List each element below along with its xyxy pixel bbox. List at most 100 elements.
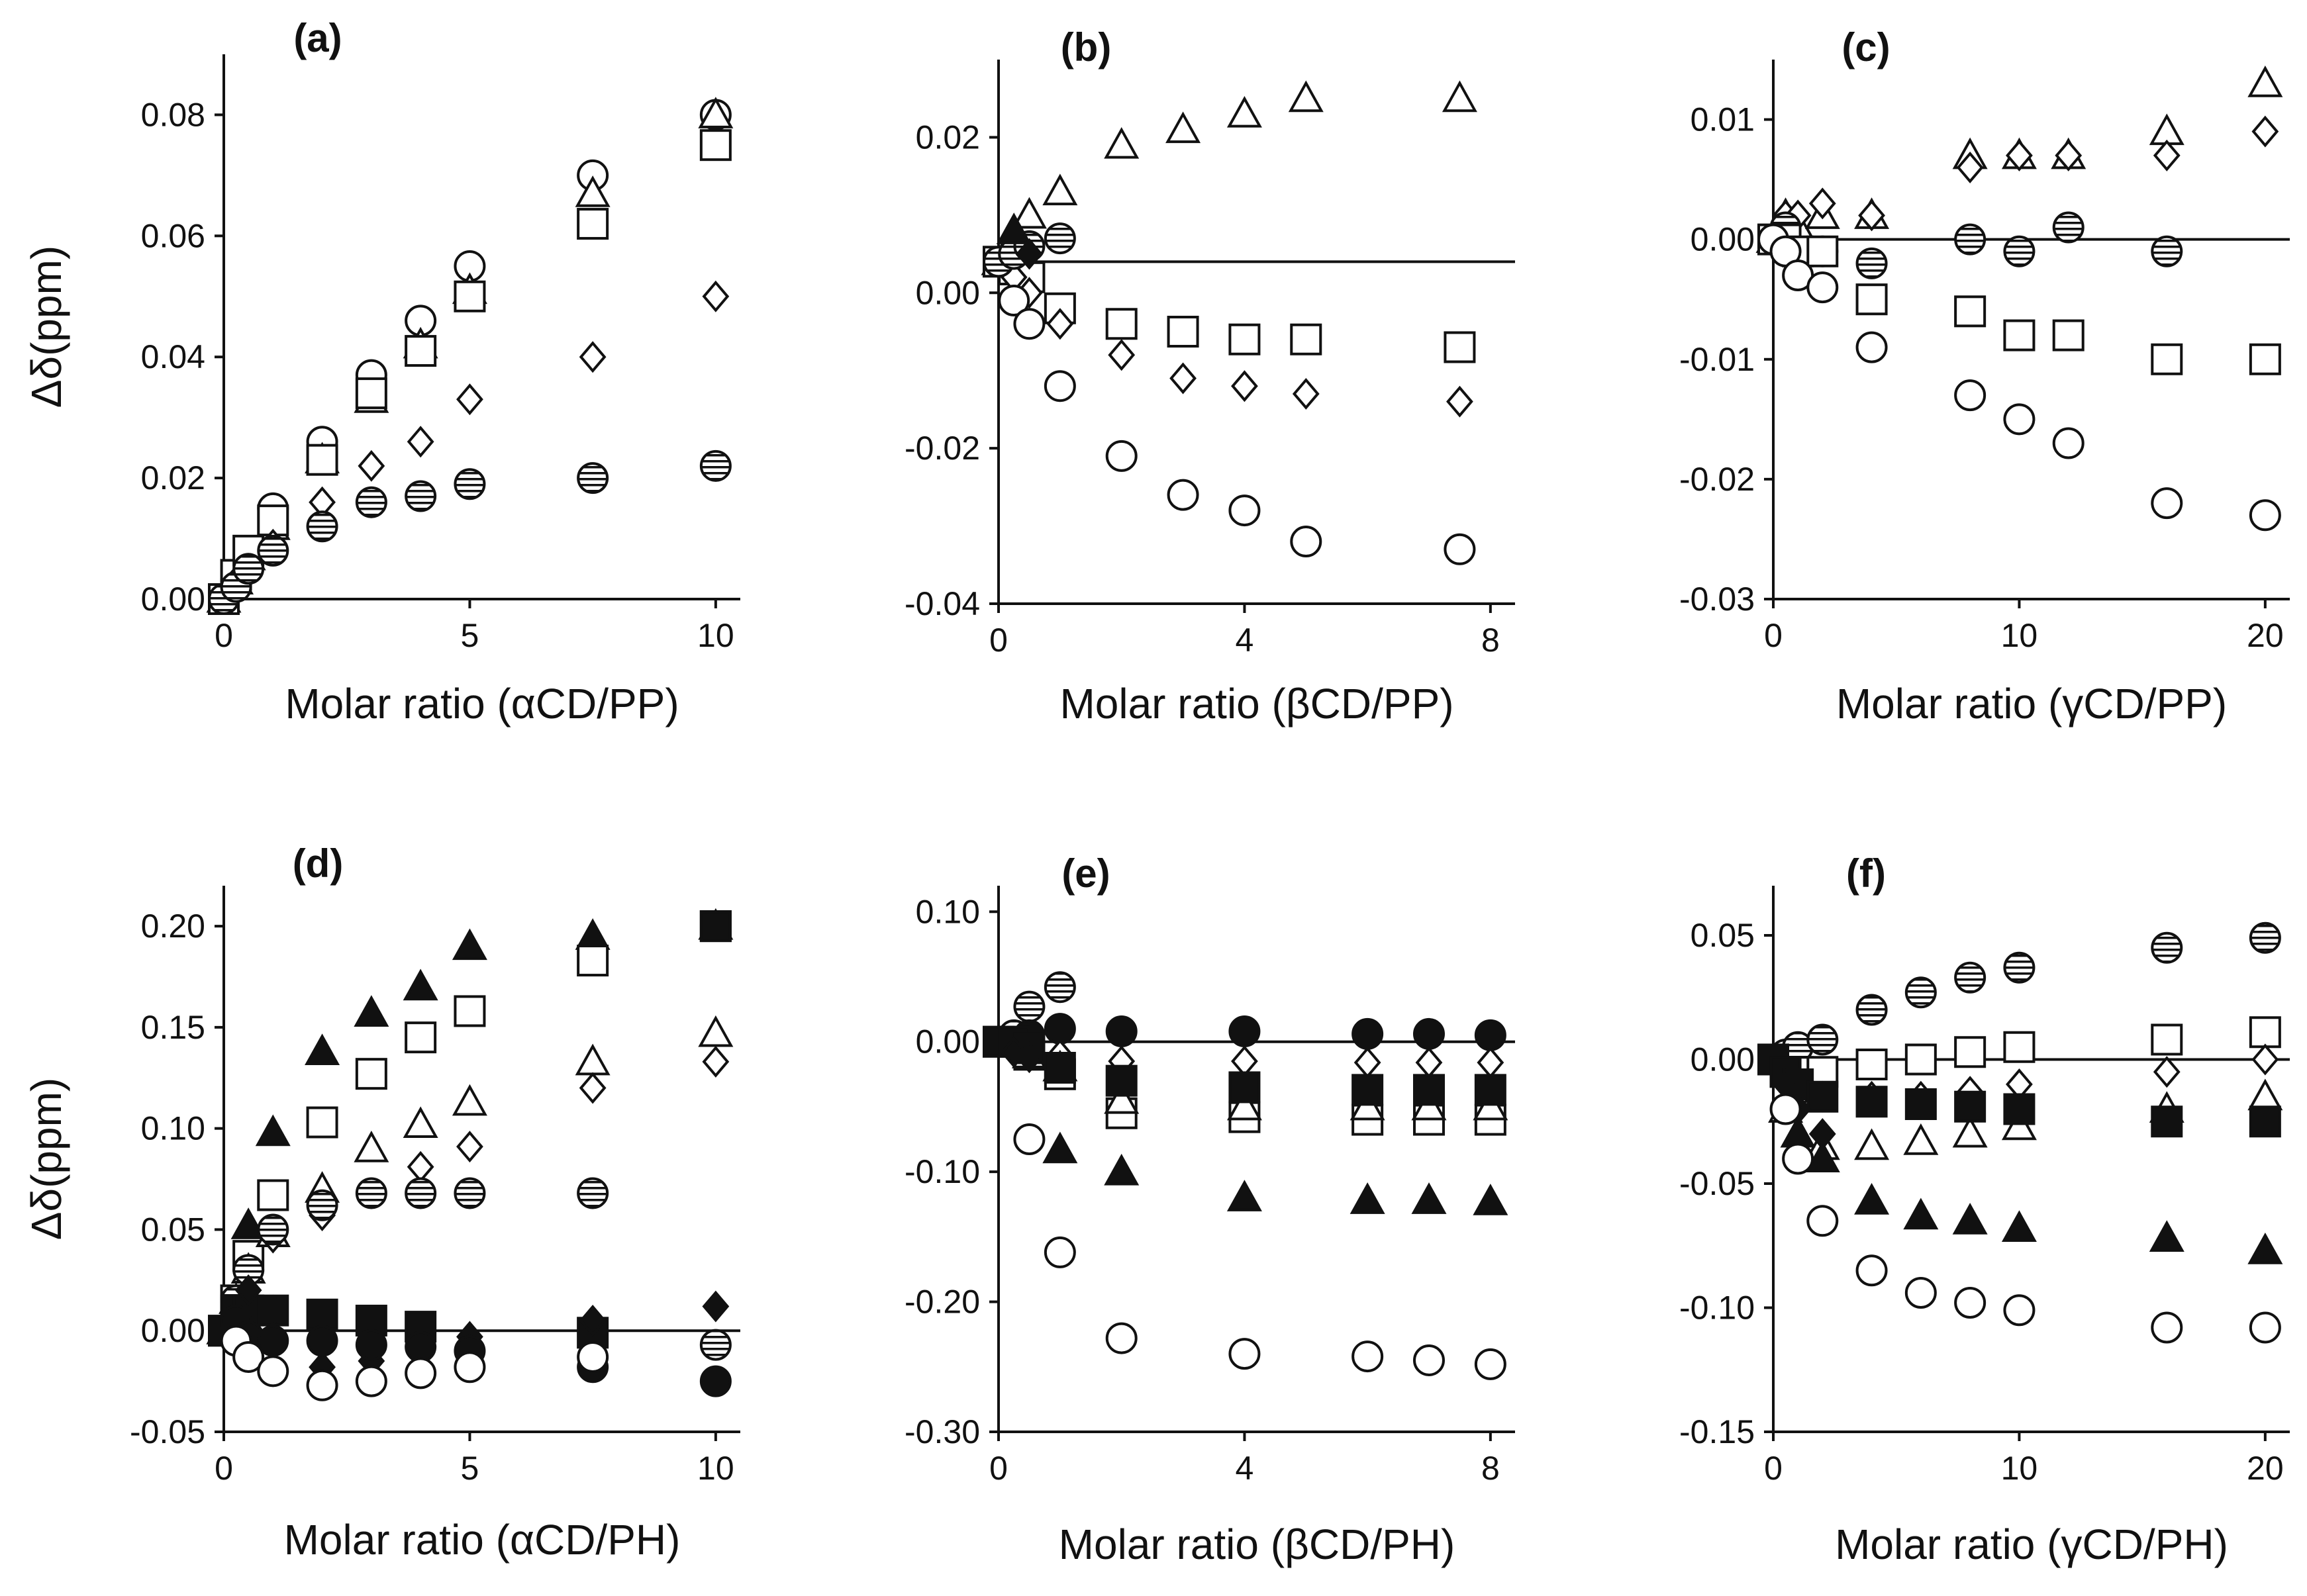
data-point [577,1177,609,1209]
data-point [699,910,732,943]
data-point [1954,379,1987,412]
data-point [454,1177,486,1209]
data-point [306,444,338,476]
series-square-filled [208,910,732,1349]
data-point [1954,1287,1987,1319]
data-point [1413,1344,1445,1376]
data-point [405,1021,437,1054]
data-point [1228,494,1261,527]
data-point [358,449,385,482]
x-tick-label: 0 [989,1450,1008,1487]
data-point [1444,331,1476,363]
data-point [2003,235,2036,267]
data-point [306,510,338,543]
data-point [407,1150,434,1183]
data-point [1044,222,1076,255]
y-tick-label: 0.20 [141,908,205,945]
series-circle-striped [1757,921,2281,1076]
series-circle-open [220,1325,609,1401]
data-point [1351,1017,1384,1050]
data-point [702,1045,730,1078]
data-point [1042,1131,1078,1164]
x-tick-label: 0 [1764,617,1783,654]
data-point [1046,308,1074,340]
data-point [1903,1123,1939,1155]
data-point [1013,308,1046,340]
panel-title: (b) [1061,25,1112,70]
data-point [2001,1210,2037,1242]
data-point [1904,976,1937,1009]
panel-title: (d) [293,841,344,886]
data-point [2149,1220,2184,1252]
data-point [2249,499,2281,532]
y-tick-label: 0.10 [141,1110,205,1147]
series-diamond-filled [1016,238,1043,270]
data-point [1353,1047,1381,1079]
data-point [257,1355,289,1387]
data-point [1858,199,1885,232]
data-point [575,175,611,207]
data-point [1477,1047,1504,1079]
x-tick-label: 4 [1236,1450,1254,1487]
x-tick-label: 0 [1764,1450,1783,1487]
data-point [698,1015,734,1047]
data-point [2249,1105,2281,1138]
data-point [456,383,483,416]
y-tick-label: -0.20 [905,1284,980,1321]
data-point [232,553,265,585]
data-point [354,1131,389,1162]
data-point [2003,1093,2036,1125]
y-tick-label: -0.01 [1679,341,1755,378]
y-tick-label: -0.30 [905,1413,980,1450]
y-tick-label: -0.05 [1679,1165,1755,1202]
data-point [1165,111,1201,144]
y-tick-label: -0.10 [905,1153,980,1190]
data-point [2003,319,2036,352]
data-point [257,1179,289,1211]
data-point [2151,1105,2183,1138]
data-point [1044,370,1076,402]
x-tick-label: 10 [697,1450,734,1487]
data-point [2151,931,2183,964]
series-triangle-filled [1780,1115,2283,1264]
data-point [577,208,609,240]
y-tick-label: 0.00 [141,581,205,618]
data-point [2003,403,2036,436]
data-point [1104,1082,1140,1114]
data-point [1855,247,1888,279]
data-point [1105,1015,1138,1047]
data-point [1808,187,1836,220]
series-square-filled [1757,1043,2281,1138]
data-point [2052,427,2085,459]
x-tick-label: 0 [215,1450,233,1487]
data-point [1292,377,1320,410]
data-point [2249,1311,2281,1344]
data-point [1804,1141,1840,1172]
y-tick-label: 0.15 [141,1009,205,1046]
chart-panel-b: (b) -0.04 -0.02 0.00 0.02 0 4 8 Molar ratio (βCD… [905,25,1515,728]
data-point [1013,1123,1046,1156]
data-point [454,280,486,312]
data-point [306,1189,338,1221]
data-point [577,462,609,494]
data-point [405,480,437,512]
data-point [1446,385,1473,418]
data-point [1854,1128,1890,1160]
x-tick-label: 5 [461,1450,479,1487]
data-point [1474,1019,1506,1051]
data-point [1226,95,1262,128]
x-tick-label: 0 [215,617,233,654]
data-point [1904,1277,1937,1309]
data-point [1954,295,1987,328]
y-tick-label: 0.10 [916,893,980,930]
data-point [1952,1203,1988,1235]
data-point [1108,339,1136,371]
x-tick-label: 4 [1236,622,1254,659]
data-point [579,1072,607,1104]
data-point [1411,1182,1447,1214]
data-point [2006,139,2033,171]
x-tick-label: 20 [2247,1450,2284,1487]
x-axis-label: Molar ratio (γCD/PH) [1835,1521,2228,1568]
data-point [355,1177,387,1209]
